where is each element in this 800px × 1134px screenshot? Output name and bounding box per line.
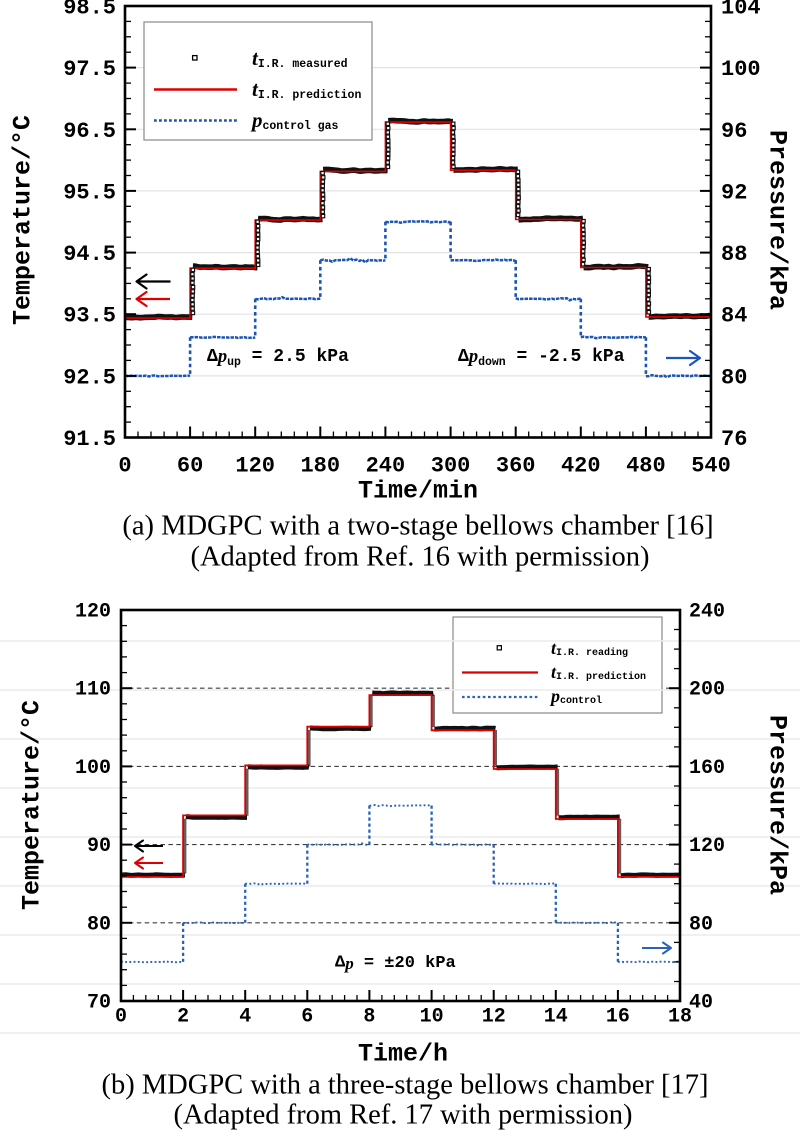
svg-text:160: 160 [689, 757, 725, 780]
svg-text:(Adapted from Ref. 17 with per: (Adapted from Ref. 17 with permission) [173, 1100, 632, 1131]
svg-text:93.5: 93.5 [63, 304, 116, 329]
svg-text:240: 240 [689, 601, 725, 624]
svg-text:tI.R. prediction: tI.R. prediction [551, 662, 646, 683]
svg-text:360: 360 [496, 454, 536, 479]
svg-text:300: 300 [431, 454, 471, 479]
svg-text:Δpup = 2.5 kPa: Δpup = 2.5 kPa [207, 347, 349, 369]
svg-text:Time/min: Time/min [358, 477, 478, 506]
svg-text:Pressure/kPa: Pressure/kPa [763, 715, 792, 895]
svg-text:0: 0 [118, 454, 131, 479]
svg-text:180: 180 [300, 454, 340, 479]
svg-text:97.5: 97.5 [63, 57, 116, 82]
svg-text:2: 2 [177, 1006, 189, 1029]
svg-text:90: 90 [87, 835, 111, 858]
svg-text:76: 76 [721, 427, 747, 452]
svg-text:0: 0 [115, 1006, 127, 1029]
svg-text:(b) MDGPC with a three-stage b: (b) MDGPC with a three-stage bellows cha… [101, 1070, 708, 1101]
svg-text:200: 200 [689, 679, 725, 702]
svg-text:10: 10 [420, 1006, 444, 1029]
svg-text:96: 96 [721, 119, 747, 144]
svg-text:18: 18 [668, 1006, 692, 1029]
svg-text:420: 420 [561, 454, 601, 479]
svg-text:80: 80 [689, 913, 713, 936]
svg-text:95.5: 95.5 [63, 180, 116, 205]
svg-text:40: 40 [689, 992, 713, 1015]
svg-text:100: 100 [75, 757, 111, 780]
svg-text:110: 110 [75, 679, 111, 702]
svg-text:tI.R. measured: tI.R. measured [252, 46, 348, 71]
svg-text:540: 540 [691, 454, 731, 479]
svg-text:60: 60 [177, 454, 203, 479]
svg-text:pcontrol gas: pcontrol gas [250, 108, 339, 133]
svg-text:80: 80 [87, 913, 111, 936]
svg-text:80: 80 [721, 365, 747, 390]
svg-text:84: 84 [721, 304, 747, 329]
svg-text:12: 12 [482, 1006, 506, 1029]
svg-text:100: 100 [721, 57, 761, 82]
svg-text:6: 6 [301, 1006, 313, 1029]
svg-text:240: 240 [366, 454, 406, 479]
svg-text:pcontrol: pcontrol [549, 686, 602, 707]
svg-text:tI.R. prediction: tI.R. prediction [252, 77, 361, 102]
svg-text:Δp = ±20 kPa: Δp = ±20 kPa [335, 954, 456, 973]
svg-text:98.5: 98.5 [63, 0, 116, 21]
svg-text:(a) MDGPC with a two-stage bel: (a) MDGPC with a two-stage bellows chamb… [122, 511, 713, 542]
svg-text:70: 70 [87, 992, 111, 1015]
svg-text:Temperature/°C: Temperature/°C [18, 700, 47, 910]
svg-text:92.5: 92.5 [63, 365, 116, 390]
svg-text:120: 120 [689, 835, 725, 858]
svg-text:tI.R. reading: tI.R. reading [551, 638, 628, 659]
svg-text:Pressure/kPa: Pressure/kPa [763, 130, 792, 310]
svg-text:120: 120 [235, 454, 275, 479]
svg-text:480: 480 [626, 454, 666, 479]
svg-text:120: 120 [75, 601, 111, 624]
svg-text:Time/h: Time/h [358, 1040, 448, 1069]
svg-text:4: 4 [239, 1006, 251, 1029]
svg-text:Temperature/°C: Temperature/°C [9, 115, 38, 325]
svg-text:96.5: 96.5 [63, 119, 116, 144]
svg-text:16: 16 [606, 1006, 630, 1029]
svg-text:104: 104 [721, 0, 761, 21]
svg-text:14: 14 [544, 1006, 568, 1029]
svg-text:(Adapted from Ref. 16 with per: (Adapted from Ref. 16 with permission) [190, 542, 649, 573]
svg-text:8: 8 [363, 1006, 375, 1029]
svg-text:94.5: 94.5 [63, 242, 116, 267]
svg-text:92: 92 [721, 180, 747, 205]
svg-text:91.5: 91.5 [63, 427, 116, 452]
svg-text:88: 88 [721, 242, 747, 267]
